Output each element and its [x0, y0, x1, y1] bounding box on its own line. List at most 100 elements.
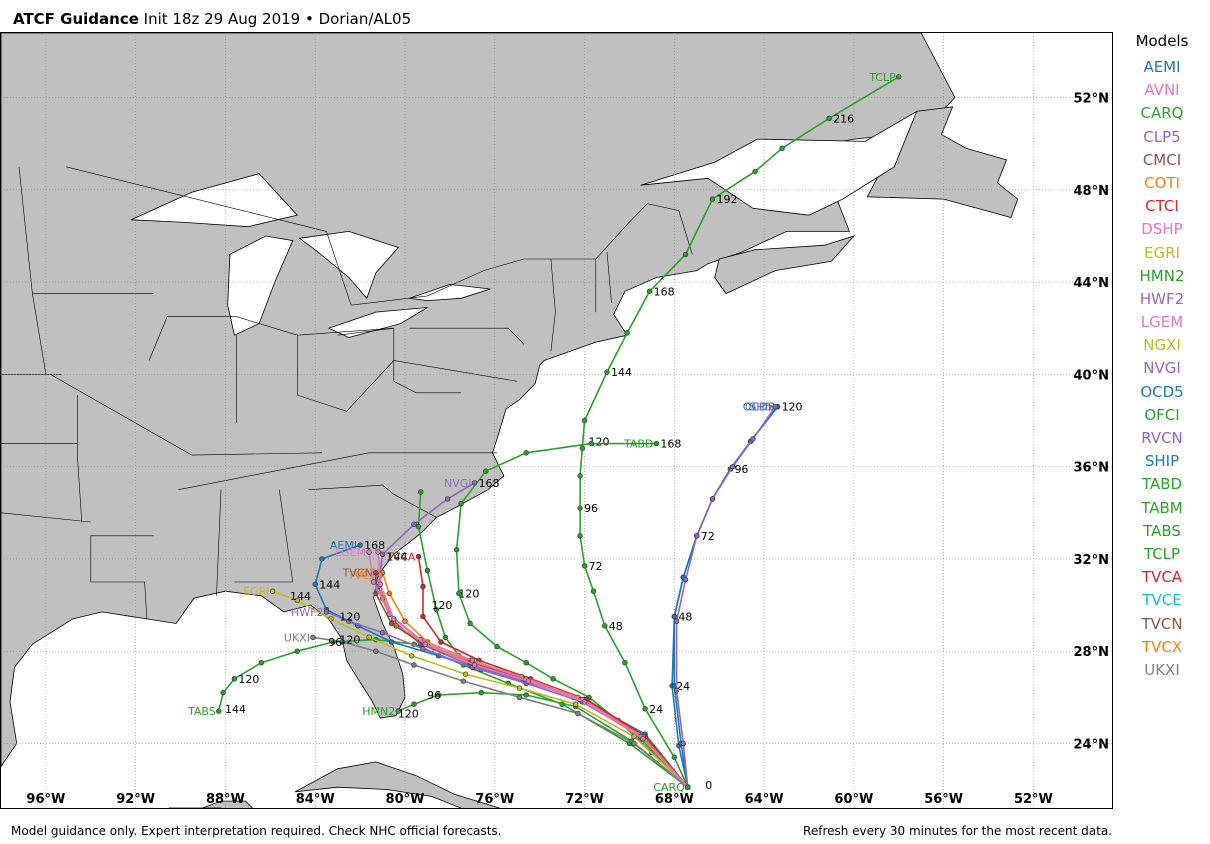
- track-point: [471, 662, 478, 668]
- legend-item-coti[interactable]: COTI: [1144, 173, 1180, 192]
- track-ocd5: OCD5: [671, 401, 781, 790]
- forecast-hour-label: 192: [716, 193, 737, 206]
- forecast-hour-label: 120: [238, 673, 259, 686]
- forecast-hour-label: 168: [364, 539, 385, 552]
- track-point: [366, 634, 372, 641]
- track-point: [231, 676, 238, 682]
- track-end-label: LGEM: [335, 546, 366, 559]
- track-point: [604, 369, 610, 375]
- legend-item-egri[interactable]: EGRI: [1144, 243, 1180, 262]
- track-line: [671, 406, 779, 788]
- forecast-hour-label: 72: [589, 560, 603, 573]
- track-end-label: OCD5: [743, 401, 775, 414]
- legend-item-tvcx[interactable]: TVCX: [1141, 637, 1183, 656]
- border-6: [178, 452, 497, 490]
- legend-item-tabm[interactable]: TABM: [1141, 498, 1183, 517]
- legend-item-nvgi[interactable]: NVGI: [1143, 359, 1181, 378]
- track-point: [572, 701, 579, 707]
- lon-tick-label: 60°W: [834, 792, 873, 807]
- track-point: [772, 403, 779, 410]
- track-point: [523, 450, 529, 456]
- forecast-hour-label: 96: [584, 502, 598, 515]
- lat-tick-label: 48°N: [1074, 184, 1109, 199]
- track-point: [415, 523, 422, 530]
- legend-item-tabd[interactable]: TABD: [1141, 475, 1183, 494]
- track-point: [323, 609, 330, 615]
- track-point: [467, 620, 473, 627]
- track-point: [420, 646, 426, 652]
- lon-tick-label: 56°W: [924, 792, 963, 807]
- map-panel[interactable]: 24 48 72 96 120 144 168 192 216 TCLP 168 TABD 120 120…: [0, 32, 1113, 809]
- track-point: [588, 440, 594, 447]
- border-10: [409, 327, 525, 345]
- track-point: [624, 330, 630, 336]
- legend-item-tvcn[interactable]: TVCN: [1141, 614, 1183, 633]
- track-point: [216, 708, 222, 714]
- lat-tick-label: 28°N: [1074, 645, 1109, 660]
- track-point: [258, 659, 265, 666]
- track-end-label: TABS: [187, 705, 216, 718]
- legend-item-ukxi[interactable]: UKXI: [1144, 660, 1180, 679]
- track-end-label: TVCA: [385, 551, 416, 564]
- border-7: [191, 452, 323, 456]
- track-point: [729, 463, 736, 470]
- forecast-hour-label: 144: [290, 590, 311, 603]
- track-point: [653, 440, 660, 447]
- track-point: [709, 496, 716, 502]
- track-end-label: TVCN: [342, 567, 373, 580]
- legend-item-ctci[interactable]: CTCI: [1145, 197, 1179, 216]
- track-point: [581, 699, 588, 705]
- lake-2: [298, 230, 400, 300]
- track-end-label: TCLP: [868, 71, 896, 84]
- legend-item-tabs[interactable]: TABS: [1143, 521, 1181, 540]
- track-point: [462, 671, 469, 677]
- track-end-label: CARQ: [653, 781, 685, 794]
- track-point: [460, 678, 467, 684]
- track-point: [680, 740, 687, 747]
- track-point: [483, 468, 489, 474]
- legend-item-tvca[interactable]: TVCA: [1141, 568, 1183, 587]
- legend-item-rvcn[interactable]: RVCN: [1141, 429, 1183, 447]
- track-point: [438, 639, 444, 645]
- track-point: [631, 740, 637, 747]
- lat-tick-label: 40°N: [1074, 368, 1109, 383]
- legend-item-aemi[interactable]: AEMI: [1143, 58, 1181, 76]
- track-point: [388, 620, 395, 627]
- legend-item-tvce[interactable]: TVCE: [1142, 591, 1182, 610]
- forecast-hour-label: 144: [387, 551, 408, 564]
- track-point: [319, 556, 325, 562]
- gridlines: [1, 33, 1112, 808]
- legend-item-tclp[interactable]: TCLP: [1143, 544, 1181, 563]
- forecast-hour-label: 0: [705, 779, 712, 792]
- legend-item-hmn2[interactable]: HMN2: [1139, 266, 1185, 285]
- track-point: [550, 676, 556, 682]
- disclaimer-text: Model guidance only. Expert interpretati…: [11, 824, 502, 838]
- forecast-hour-label: 48: [678, 611, 692, 624]
- legend-item-cmci[interactable]: CMCI: [1142, 150, 1182, 169]
- track-line: [397, 691, 689, 788]
- border-17: [148, 316, 237, 361]
- legend-item-clp5[interactable]: CLP5: [1143, 127, 1181, 146]
- legend-item-ocd5[interactable]: OCD5: [1140, 382, 1184, 401]
- legend-item-ofci[interactable]: OFCI: [1144, 405, 1180, 424]
- lat-tick-label: 32°N: [1074, 553, 1109, 568]
- legend-item-dshp[interactable]: DSHP: [1141, 220, 1183, 239]
- track-point: [422, 641, 428, 647]
- legend-item-hwf2[interactable]: HWF2: [1139, 289, 1185, 308]
- legend-item-carq[interactable]: CARQ: [1140, 104, 1184, 123]
- title-bold: ATCF Guidance: [13, 10, 139, 28]
- track-point: [386, 590, 392, 597]
- track-ship: 24 48 72 96 120 SHIP: [669, 401, 803, 790]
- track-point: [370, 579, 377, 585]
- legend-item-ngxi[interactable]: NGXI: [1143, 336, 1181, 355]
- track-point: [366, 549, 372, 555]
- legend-item-lgem[interactable]: LGEM: [1140, 313, 1184, 332]
- forecast-hour-label: 96: [328, 636, 342, 649]
- track-point: [377, 581, 384, 587]
- legend-item-ship[interactable]: SHIP: [1144, 452, 1180, 471]
- track-line: [673, 406, 779, 788]
- legend-item-avni[interactable]: AVNI: [1144, 81, 1180, 100]
- forecast-hour-label: 120: [589, 435, 610, 448]
- forecast-hour-label: 96: [427, 689, 441, 702]
